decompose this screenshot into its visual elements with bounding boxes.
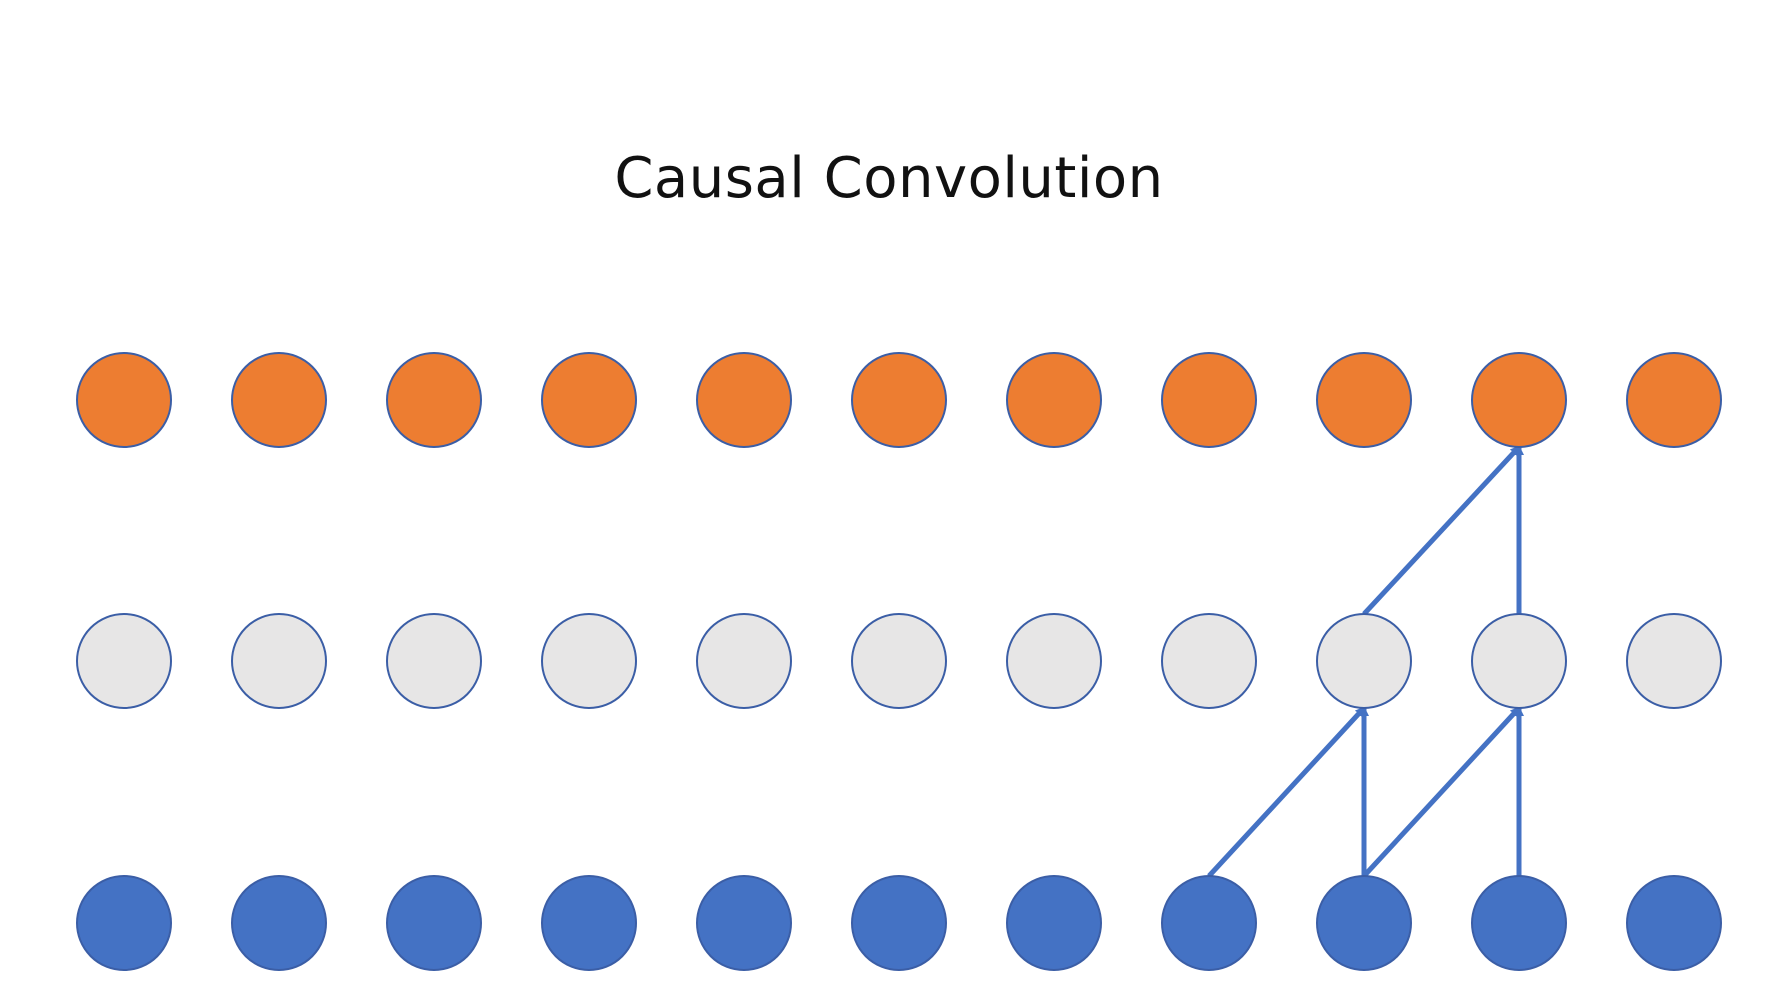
input-node-5 — [851, 875, 947, 971]
hidden-node-0 — [76, 613, 172, 709]
input-node-7 — [1161, 875, 1257, 971]
hidden-node-1 — [231, 613, 327, 709]
hidden-node-3 — [541, 613, 637, 709]
nodes — [76, 352, 1722, 971]
hidden-node-5 — [851, 613, 947, 709]
hidden-node-8 — [1316, 613, 1412, 709]
hidden-node-6 — [1006, 613, 1102, 709]
hidden-node-9 — [1471, 613, 1567, 709]
input-node-9 — [1471, 875, 1567, 971]
input-node-1 — [231, 875, 327, 971]
input-node-3 — [541, 875, 637, 971]
output-node-9 — [1471, 352, 1567, 448]
output-node-10 — [1626, 352, 1722, 448]
output-node-7 — [1161, 352, 1257, 448]
output-node-8 — [1316, 352, 1412, 448]
connection-arrow-2 — [1362, 706, 1521, 878]
input-node-4 — [696, 875, 792, 971]
output-node-4 — [696, 352, 792, 448]
hidden-node-7 — [1161, 613, 1257, 709]
connection-arrow-4 — [1362, 445, 1521, 616]
output-node-2 — [386, 352, 482, 448]
hidden-node-2 — [386, 613, 482, 709]
hidden-node-10 — [1626, 613, 1722, 709]
hidden-node-4 — [696, 613, 792, 709]
input-node-8 — [1316, 875, 1412, 971]
output-node-3 — [541, 352, 637, 448]
output-node-6 — [1006, 352, 1102, 448]
output-node-1 — [231, 352, 327, 448]
connections — [1207, 445, 1524, 878]
input-node-0 — [76, 875, 172, 971]
connection-arrow-0 — [1207, 706, 1366, 878]
output-node-0 — [76, 352, 172, 448]
output-node-5 — [851, 352, 947, 448]
input-node-2 — [386, 875, 482, 971]
diagram-title: Causal Convolution — [614, 146, 1164, 211]
input-node-10 — [1626, 875, 1722, 971]
input-node-6 — [1006, 875, 1102, 971]
